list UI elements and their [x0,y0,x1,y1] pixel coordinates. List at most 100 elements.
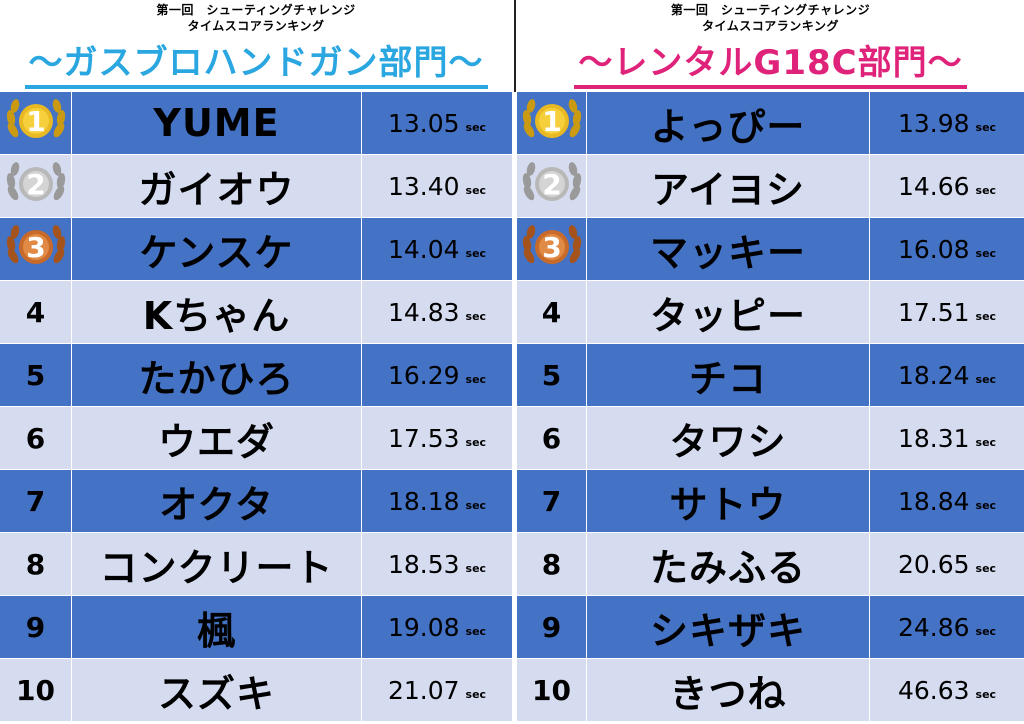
gold-laurel-medal-icon: 1 [6,99,65,138]
rank-cell: 6 [517,407,587,469]
time-cell: 20.65 sec [870,533,1024,595]
time-unit: sec [975,309,997,323]
bronze-laurel-medal-icon: 3 [6,225,65,264]
time-value: 18.24 [897,360,970,390]
time-value: 16.29 [387,360,460,390]
player-name: きつね [669,671,787,716]
table-row: 6 ウエダ 17.53 sec [0,407,512,470]
time-unit: sec [465,372,487,386]
player-name: マッキー [649,230,806,275]
rank-number: 4 [25,295,46,329]
rank-number: 9 [25,610,46,644]
player-name-cell: ガイオウ [72,155,362,217]
player-name: 楓 [196,608,236,653]
rank-cell: 3 3 [0,218,72,280]
header-divider [514,0,516,92]
rank-cell: 8 [0,533,72,595]
player-name-cell: ウエダ [72,407,362,469]
time-cell: 18.24 sec [870,344,1024,406]
table-row: 7 サトウ 18.84 sec [517,470,1024,533]
table-row: 4 タッピー 17.51 sec [517,281,1024,344]
rank-cell: 6 [0,407,72,469]
player-name: タッピー [649,293,806,338]
rank-cell: 1 1 [0,92,72,154]
rank-cell: 7 [517,470,587,532]
time-value: 20.65 [897,549,970,579]
time-value: 14.83 [387,297,460,327]
table-row: 3 3 マッキー 16.08 sec [517,218,1024,281]
ranking-table: 1 1 YUME 13.05 sec [0,92,512,722]
rank-cell: 10 [0,659,72,721]
time-cell: 24.86 sec [870,596,1024,658]
table-row: 9 シキザキ 24.86 sec [517,596,1024,659]
rank-number: 7 [541,484,562,518]
time-cell: 14.04 sec [362,218,512,280]
player-name-cell: スズキ [72,659,362,721]
handgun-ranking-panel: 第一回 シューティングチャレンジ タイムスコアランキング ～ガスブロハンドガン部… [0,3,512,722]
time-unit: sec [465,183,487,197]
player-name-cell: コンクリート [72,533,362,595]
player-name: ケンスケ [139,230,294,275]
time-value: 21.07 [387,675,460,705]
time-unit: sec [465,309,487,323]
player-name: ガイオウ [138,167,295,212]
time-unit: sec [465,435,487,449]
rank-number: 10 [532,673,571,707]
time-cell: 46.63 sec [870,659,1024,721]
time-unit: sec [465,498,487,512]
rank-number: 4 [541,295,562,329]
player-name-cell: たかひろ [72,344,362,406]
player-name-cell: YUME [72,92,362,154]
ranking-title: タイムスコアランキング [702,19,839,33]
rank-number: 5 [541,358,562,392]
svg-text:1: 1 [542,105,561,138]
time-value: 24.86 [897,612,970,642]
table-row: 5 たかひろ 16.29 sec [0,344,512,407]
table-row: 1 1 よっぴー 13.98 sec [517,92,1024,155]
time-cell: 18.84 sec [870,470,1024,532]
player-name-cell: たみふる [587,533,870,595]
event-title: 第一回 シューティングチャレンジ [156,3,356,17]
player-name: たみふる [649,545,806,590]
table-row: 5 チコ 18.24 sec [517,344,1024,407]
table-row: 3 3 ケンスケ 14.04 sec [0,218,512,281]
time-unit: sec [465,561,487,575]
player-name-cell: きつね [587,659,870,721]
time-cell: 18.31 sec [870,407,1024,469]
player-name-cell: チコ [587,344,870,406]
time-cell: 13.05 sec [362,92,512,154]
category-title: ～レンタルG18C部門～ [517,35,1024,89]
bronze-laurel-medal-icon: 3 [522,225,581,264]
time-unit: sec [975,498,997,512]
player-name: コンクリート [99,545,334,590]
player-name-cell: シキザキ [587,596,870,658]
player-name-cell: アイヨシ [587,155,870,217]
player-name-cell: よっぴー [587,92,870,154]
rank-number: 8 [25,547,46,581]
time-unit: sec [975,120,997,134]
rank-cell: 1 1 [517,92,587,154]
player-name-cell: ケンスケ [72,218,362,280]
time-unit: sec [465,624,487,638]
event-title: 第一回 シューティングチャレンジ [670,3,871,17]
time-unit: sec [465,687,487,701]
time-cell: 21.07 sec [362,659,512,721]
time-value: 19.08 [387,612,460,642]
player-name-cell: マッキー [587,218,870,280]
table-row: 1 1 YUME 13.05 sec [0,92,512,155]
time-cell: 16.29 sec [362,344,512,406]
ranking-title: タイムスコアランキング [187,19,325,33]
player-name-cell: Kちゃん [72,281,362,343]
silver-laurel-medal-icon: 2 [6,162,65,201]
time-cell: 16.08 sec [870,218,1024,280]
table-row: 6 タワシ 18.31 sec [517,407,1024,470]
table-row: 2 2 ガイオウ 13.40 sec [0,155,512,218]
time-cell: 14.83 sec [362,281,512,343]
rank-cell: 7 [0,470,72,532]
player-name-cell: オクタ [72,470,362,532]
time-unit: sec [975,246,997,260]
player-name: スズキ [157,671,275,716]
rank-number: 10 [16,673,55,707]
time-cell: 17.51 sec [870,281,1024,343]
player-name: タワシ [669,419,787,464]
